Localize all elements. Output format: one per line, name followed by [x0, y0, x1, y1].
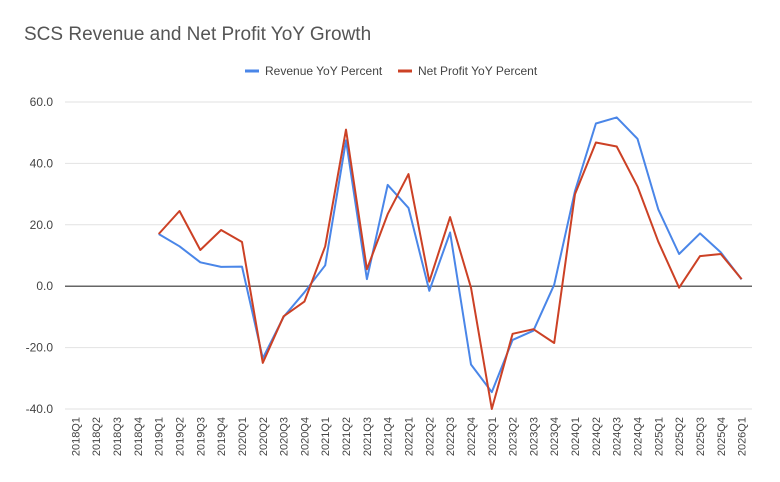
x-tick-label: 2019Q2: [175, 417, 187, 456]
x-tick-label: 2018Q1: [70, 417, 82, 456]
x-tick-label: 2018Q4: [133, 417, 145, 456]
x-tick-label: 2018Q3: [112, 417, 124, 456]
x-tick-label: 2021Q1: [320, 417, 332, 456]
x-tick-label: 2023Q1: [487, 417, 499, 456]
chart-title: SCS Revenue and Net Profit YoY Growth: [24, 24, 372, 45]
x-tick-label: 2019Q3: [195, 417, 207, 456]
x-tick-label: 2018Q2: [91, 417, 103, 456]
y-tick-label: 60.0: [30, 95, 54, 109]
x-tick-label: 2019Q1: [154, 417, 166, 456]
x-tick-label: 2024Q3: [612, 417, 624, 456]
x-tick-label: 2023Q2: [508, 417, 520, 456]
x-tick-label: 2023Q3: [528, 417, 540, 456]
x-tick-label: 2025Q3: [695, 417, 707, 456]
x-tick-label: 2021Q4: [383, 417, 395, 456]
x-tick-label: 2025Q4: [716, 417, 728, 456]
x-tick-label: 2021Q3: [362, 417, 374, 456]
x-tick-label: 2025Q2: [674, 417, 686, 456]
legend-label[interactable]: Revenue YoY Percent: [265, 64, 383, 78]
legend[interactable]: Revenue YoY Percent Net Profit YoY Percen…: [245, 64, 538, 78]
y-tick-label: 0.0: [36, 279, 53, 293]
x-tick-label: 2022Q3: [445, 417, 457, 456]
legend-label[interactable]: Net Profit YoY Percent: [418, 64, 538, 78]
x-tick-label: 2022Q4: [466, 417, 478, 456]
x-tick-label: 2020Q1: [237, 417, 249, 456]
y-tick-label: 20.0: [30, 218, 54, 232]
y-tick-label: -20.0: [26, 341, 54, 355]
x-tick-label: 2024Q1: [570, 417, 582, 456]
x-tick-label: 2021Q2: [341, 417, 353, 456]
series-line-net-profit[interactable]: [157, 128, 743, 410]
y-tick-label: -40.0: [26, 402, 54, 416]
series-line-revenue[interactable]: [158, 116, 743, 394]
x-tick-label: 2023Q4: [549, 417, 561, 456]
x-tick-label: 2020Q3: [279, 417, 291, 456]
x-tick-label: 2024Q4: [633, 417, 645, 456]
y-tick-label: 40.0: [30, 156, 54, 170]
x-tick-label: 2025Q1: [653, 417, 665, 456]
x-tick-label: 2022Q1: [404, 417, 416, 456]
x-tick-label: 2024Q2: [591, 417, 603, 456]
axis-layer: 60.0 40.0 20.0 0.0 -20.0 -40.0 2018Q1 2018Q2 201…: [26, 95, 749, 456]
x-tick-label: 2026Q1: [737, 417, 749, 456]
x-tick-label: 2020Q4: [299, 417, 311, 456]
grid-layer: [65, 101, 752, 410]
x-tick-label: 2022Q2: [424, 417, 436, 456]
series-layer: [157, 116, 743, 410]
x-tick-label: 2019Q4: [216, 417, 228, 456]
x-tick-label: 2020Q2: [258, 417, 270, 456]
